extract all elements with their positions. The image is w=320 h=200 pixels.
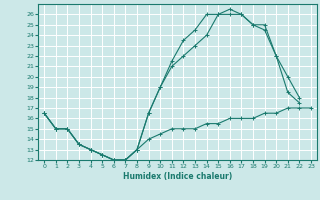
X-axis label: Humidex (Indice chaleur): Humidex (Indice chaleur) — [123, 172, 232, 181]
